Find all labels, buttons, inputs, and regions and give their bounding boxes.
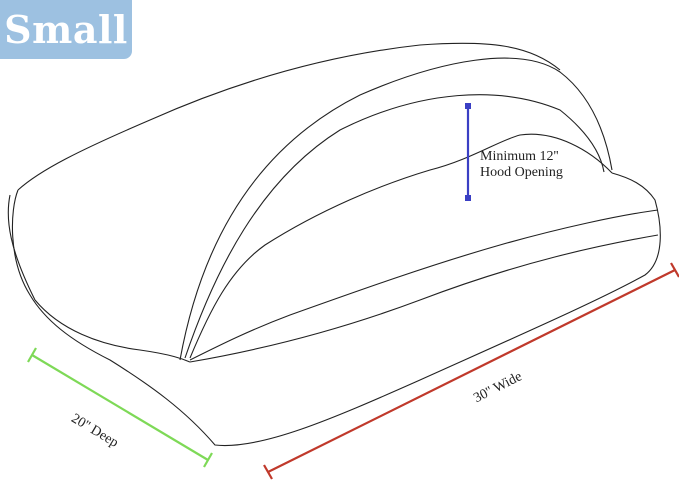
height-dimension-line bbox=[465, 103, 471, 201]
height-label-line1: Minimum 12'' bbox=[480, 149, 559, 164]
size-badge: Small bbox=[0, 0, 132, 59]
depth-dimension-line bbox=[27, 347, 213, 468]
bed-outline bbox=[7, 42, 661, 447]
width-dimension-line bbox=[263, 262, 679, 480]
height-label-line2: Hood Opening bbox=[480, 165, 563, 180]
height-label: Minimum 12'' Hood Opening bbox=[480, 149, 563, 181]
